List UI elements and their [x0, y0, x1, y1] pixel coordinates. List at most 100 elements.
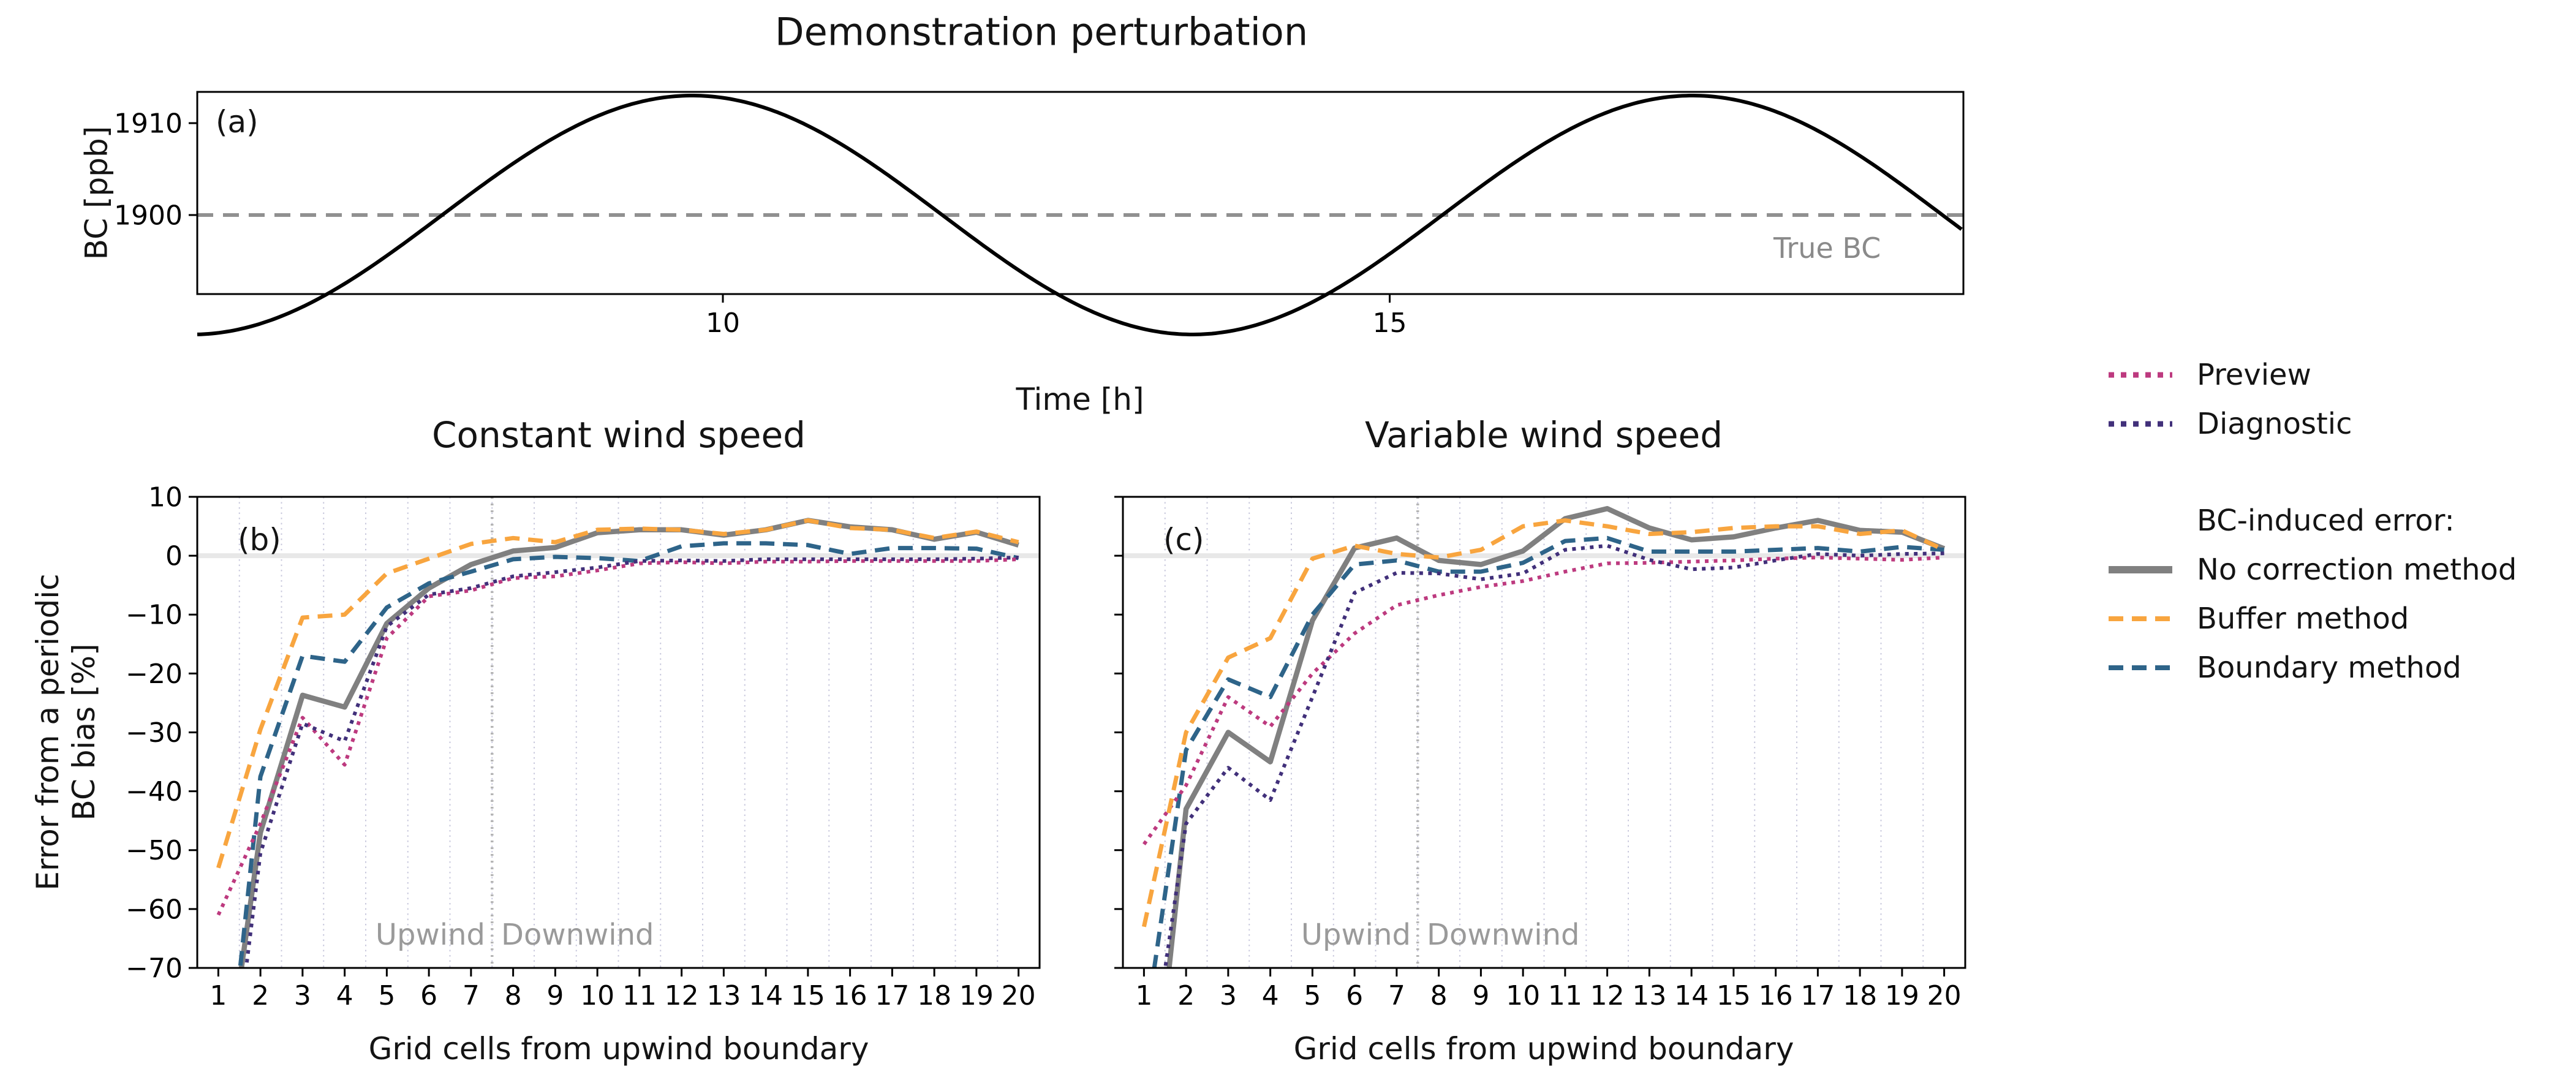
panel-b-xtick-label: 16	[833, 980, 867, 1011]
series-boundary-b	[238, 541, 1019, 968]
legend-item-diagnostic: Diagnostic	[2107, 406, 2352, 442]
legend-swatch-icon	[2109, 566, 2172, 573]
perturbation-curve	[197, 94, 1963, 336]
panel-b-xtick-label: 15	[791, 980, 825, 1011]
panel-b-xtick-label: 8	[505, 980, 522, 1011]
panel-c-xtick-label: 19	[1885, 980, 1919, 1011]
panel-c-xtick-label: 9	[1472, 980, 1489, 1011]
panel-c-xlabel: Grid cells from upwind boundary	[1293, 1031, 1794, 1067]
panel-b: 100−10−20−30−40−50−60−701 2 3 4 5 6 7 8 9 10 11 12 1…	[126, 482, 1041, 1011]
series-preview-c	[1142, 556, 1944, 845]
panel-a-xlabel: Time [h]	[1016, 382, 1144, 417]
panel-b-xtick-label: 10	[580, 980, 614, 1011]
panel-a-ytick-label: 1910	[114, 108, 183, 139]
panel-b-ytick-label: −20	[126, 659, 183, 690]
panel-c-xtick-label: 15	[1717, 980, 1751, 1011]
panel-b-xtick-label: 14	[749, 980, 783, 1011]
panel-c-xtick-label: 17	[1800, 980, 1835, 1011]
panel-c-xtick-label: 10	[1506, 980, 1540, 1011]
panel-b-tag: (b)	[238, 522, 281, 557]
panel-c-xtick-label: 2	[1177, 980, 1195, 1011]
panel-c-xtick-label: 11	[1548, 980, 1582, 1011]
panel-b-xlabel: Grid cells from upwind boundary	[368, 1031, 869, 1067]
panel-b-xtick-label: 17	[875, 980, 909, 1011]
panel-c-xtick-label: 14	[1674, 980, 1709, 1011]
panel-c-tag: (c)	[1163, 522, 1204, 557]
series-diagnostic-c	[1163, 543, 1944, 968]
legend-label: Boundary method	[2197, 651, 2461, 685]
legend-item-buffer-method: Buffer method	[2107, 600, 2409, 637]
panel-a: 1900 1910 10 15	[114, 91, 1965, 339]
panels-bc-ylabel-line2: BC bias [%]	[66, 643, 102, 821]
panel-b-ytick-label: −40	[126, 776, 183, 807]
panel-c-upwind-label: Upwind	[1301, 918, 1411, 952]
panel-c-xtick-label: 4	[1262, 980, 1279, 1011]
series-buffer-c	[1141, 518, 1946, 927]
series-diagnostic-b	[244, 556, 1019, 968]
panel-b-xtick-label: 13	[706, 980, 741, 1011]
panel-b-upwind-label: Upwind	[375, 918, 485, 952]
panel-b-xtick-label: 12	[665, 980, 699, 1011]
panel-a-frame	[196, 91, 1965, 295]
panel-b-xtick-label: 4	[336, 980, 353, 1011]
series-no_correction-c	[1166, 505, 1946, 968]
panel-a-xtick-label: 10	[706, 308, 740, 339]
panel-a-tag: (a)	[216, 104, 259, 140]
panel-c-xtick-label: 1	[1135, 980, 1152, 1011]
figure-title: Demonstration perturbation	[774, 9, 1309, 55]
panel-c-title: Variable wind speed	[1364, 414, 1723, 456]
panel-c-xtick-label: 7	[1388, 980, 1405, 1011]
panel-c-xtick-label: 12	[1590, 980, 1625, 1011]
panel-a-ytick-label: 1900	[114, 200, 183, 231]
panel-b-xtick-label: 9	[546, 980, 564, 1011]
panel-b-ytick-label: −10	[126, 600, 183, 631]
panel-b-xtick-label: 3	[294, 980, 311, 1011]
panel-b-xtick-label: 18	[917, 980, 951, 1011]
panel-b-ytick-label: 10	[148, 482, 183, 513]
panel-c-xtick-label: 18	[1843, 980, 1877, 1011]
panel-c-xtick-label: 8	[1430, 980, 1448, 1011]
panel-c-xtick-label: 20	[1927, 980, 1962, 1011]
legend-label: Preview	[2197, 358, 2311, 392]
panel-a-ylabel: BC [ppb]	[78, 126, 115, 260]
panel-b-ytick-label: −60	[126, 894, 183, 925]
legend-swatch-icon	[2109, 616, 2172, 621]
panel-b-title: Constant wind speed	[432, 414, 806, 456]
panel-b-xtick-label: 6	[420, 980, 437, 1011]
panel-b-ytick-label: −30	[126, 717, 183, 749]
panel-c-xtick-label: 5	[1304, 980, 1321, 1011]
panel-c-xtick-label: 6	[1346, 980, 1363, 1011]
legend-group-header: BC-induced error:	[2107, 502, 2455, 539]
panels-bc-ylabel: Error from a periodic BC bias [%]	[30, 573, 102, 890]
legend-label: No correction method	[2197, 553, 2517, 587]
legend-item-boundary-method: Boundary method	[2107, 649, 2461, 686]
panel-c-xtick-label: 3	[1220, 980, 1237, 1011]
legend-label: BC-induced error:	[2197, 504, 2455, 538]
legend-swatch-icon	[2109, 372, 2172, 378]
panel-c-xtick-label: 13	[1632, 980, 1666, 1011]
panel-b-ytick-label: −50	[126, 835, 183, 866]
panel-b-xtick-label: 7	[463, 980, 480, 1011]
legend-label: Buffer method	[2197, 602, 2409, 636]
series-buffer-b	[216, 518, 1019, 869]
panel-c-downwind-label: Downwind	[1427, 918, 1580, 952]
panel-b-xtick-label: 20	[1002, 980, 1036, 1011]
true-bc-label: True BC	[1773, 232, 1881, 265]
panel-b-xtick-label: 1	[210, 980, 227, 1011]
panel-b-ytick-label: −70	[126, 953, 183, 984]
panel-c: 1 2 3 4 5 6 7 8 9 10 11 12 13 14 15 16 17 18 19 20	[1114, 496, 1966, 1011]
panel-a-xtick-label: 15	[1373, 308, 1407, 339]
legend-item-preview: Preview	[2107, 357, 2311, 393]
panel-b-xtick-label: 5	[378, 980, 395, 1011]
series-boundary-c	[1152, 535, 1944, 968]
panel-b-xtick-label: 2	[252, 980, 269, 1011]
legend-item-no-correction-method: No correction method	[2107, 551, 2517, 588]
panel-b-ytick-label: 0	[165, 541, 183, 572]
panels-bc-ylabel-line1: Error from a periodic	[30, 573, 66, 891]
legend-label: Diagnostic	[2197, 407, 2352, 441]
panel-b-downwind-label: Downwind	[501, 918, 654, 952]
legend-swatch-icon	[2109, 421, 2172, 427]
panel-b-xtick-label: 11	[622, 980, 657, 1011]
